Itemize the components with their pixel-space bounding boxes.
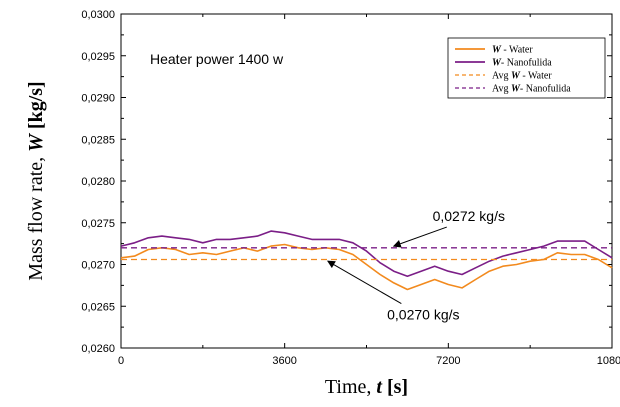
x-axis-title: Time, t [s]: [325, 376, 408, 398]
y-tick-label: 0,0275: [81, 218, 115, 230]
series-line-0: [120, 243, 613, 291]
series-layer: [120, 230, 613, 291]
heater-power-annotation: Heater power 1400 w: [150, 51, 284, 67]
annotation-label: 0,0272 kg/s: [433, 208, 505, 224]
y-tick-label: 0,0290: [81, 93, 115, 105]
x-tick-label: 7200: [436, 355, 460, 367]
x-tick-label: 3600: [272, 355, 296, 367]
x-tick-label: 0: [118, 355, 124, 367]
annotation-label: 0,0270 kg/s: [387, 307, 459, 323]
legend-label: W- Nanofulida: [492, 58, 552, 69]
legend-label: Avg W- Nanofulida: [492, 84, 571, 95]
y-tick-label: 0,0295: [81, 51, 115, 63]
legend-label: W - Water: [492, 45, 533, 56]
legend-label: Avg W - Water: [492, 71, 552, 82]
y-tick-label: 0,0300: [81, 9, 115, 21]
y-tick-label: 0,0265: [81, 301, 115, 313]
y-tick-label: 0,0270: [81, 260, 115, 272]
annotation-arrow: [392, 226, 447, 248]
annotations: 0,0272 kg/s 0,0270 kg/s: [326, 208, 505, 323]
annotation-arrow: [326, 260, 402, 305]
legend: W - Water W- Nanofulida Avg W - Water Avg W…: [447, 37, 606, 99]
y-tick-label: 0,0260: [81, 343, 115, 355]
y-tick-label: 0,0285: [81, 134, 115, 146]
y-axis-title: Mass flow rate, W [kg/s]: [25, 81, 47, 280]
y-axis: 0,0260 0,0265 0,0270 0,0275 0,0280 0,0285 0,02…: [81, 9, 612, 355]
series-line-1: [120, 230, 613, 278]
y-tick-label: 0,0280: [81, 176, 115, 188]
legend-box: [447, 37, 606, 99]
